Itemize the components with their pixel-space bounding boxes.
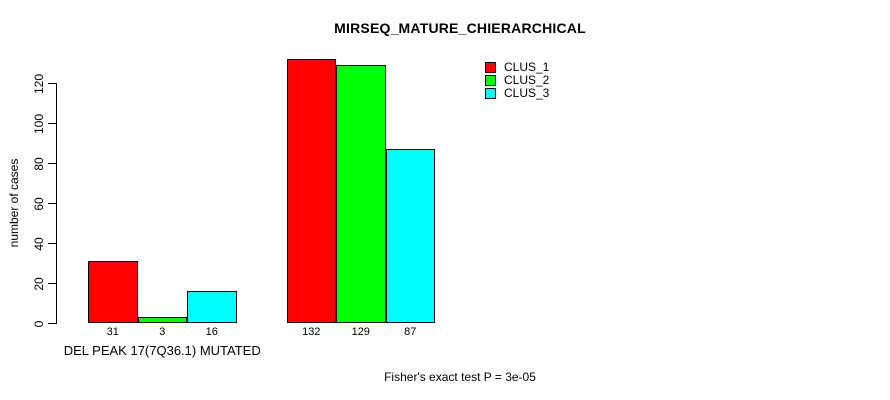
y-tick-label: 20	[32, 276, 46, 291]
legend-label-clus-2: CLUS_2	[504, 73, 550, 87]
y-tick-mark	[48, 283, 56, 284]
y-tick-label: 40	[32, 236, 46, 251]
bar-clus_2-group2	[336, 65, 386, 323]
x-category-label: DEL PEAK 17(7Q36.1) MUTATED	[63, 343, 261, 358]
legend: CLUS_1 CLUS_2 CLUS_3	[485, 61, 549, 100]
legend-swatch-clus-3	[485, 88, 496, 99]
y-tick-mark	[48, 163, 56, 164]
y-tick-mark	[48, 203, 56, 204]
bar-clus_2-group1	[137, 317, 187, 323]
y-axis-line	[56, 83, 57, 324]
chart-title: MIRSEQ_MATURE_CHIERARCHICAL	[334, 20, 586, 36]
bar-clus_3-group1	[187, 291, 237, 323]
legend-label-clus-3: CLUS_3	[504, 86, 550, 100]
y-axis-label: number of cases	[7, 158, 21, 248]
y-tick-mark	[48, 123, 56, 124]
bar-clus_1-group2	[286, 59, 336, 323]
y-tick-mark	[48, 243, 56, 244]
bar-value-label: 3	[159, 326, 166, 338]
legend-item-clus-2: CLUS_2	[485, 74, 549, 87]
y-tick-label: 120	[32, 73, 46, 94]
y-tick-label: 80	[32, 156, 46, 171]
legend-label-clus-1: CLUS_1	[504, 60, 550, 74]
legend-item-clus-3: CLUS_3	[485, 87, 549, 100]
bar-clus_1-group1	[88, 261, 138, 323]
bar-value-label: 16	[205, 326, 218, 338]
y-tick-mark	[48, 323, 56, 324]
bar-value-label: 132	[302, 326, 321, 338]
bar-value-label: 31	[106, 326, 119, 338]
y-tick-label: 100	[32, 113, 46, 134]
bar-value-label: 87	[404, 326, 417, 338]
legend-swatch-clus-1	[485, 62, 496, 73]
y-tick-label: 60	[32, 196, 46, 211]
annotation-pvalue: Fisher's exact test P = 3e-05	[384, 370, 536, 384]
bar-clus_3-group2	[385, 149, 435, 323]
legend-item-clus-1: CLUS_1	[485, 61, 549, 74]
y-tick-label: 0	[32, 320, 46, 327]
bar-value-label: 129	[351, 326, 370, 338]
legend-swatch-clus-2	[485, 75, 496, 86]
y-tick-mark	[48, 83, 56, 84]
